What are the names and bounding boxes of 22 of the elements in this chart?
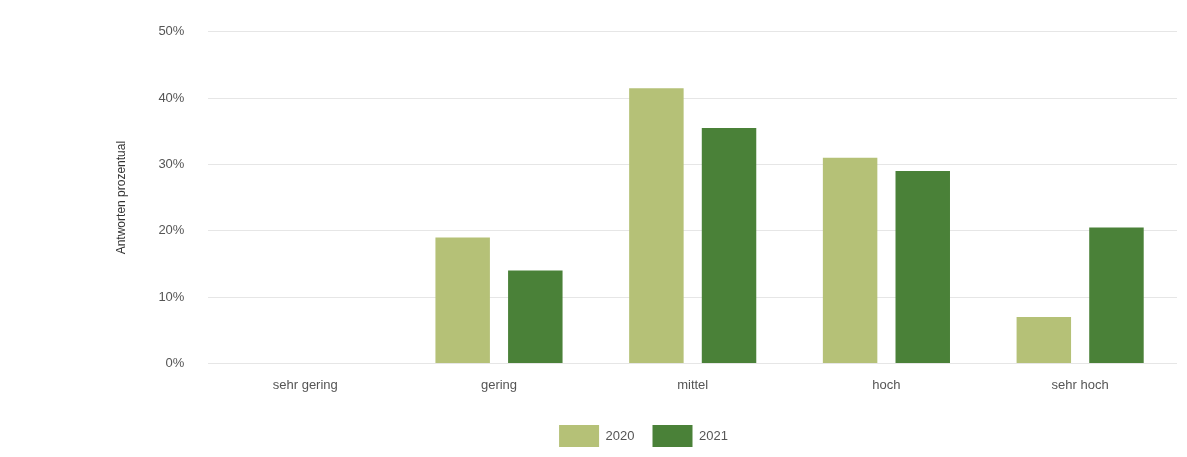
bar [822, 157, 878, 363]
x-tick-label: sehr hoch [1051, 376, 1109, 392]
legend-label: 2020 [605, 427, 635, 443]
bar [629, 88, 684, 363]
y-tick-label: 0% [165, 354, 185, 370]
y-tick-label: 10% [158, 288, 185, 304]
y-tick-label: 40% [158, 89, 185, 105]
legend-label: 2021 [699, 427, 728, 443]
bar [435, 237, 490, 363]
y-tick-label: 50% [158, 23, 185, 39]
bar [508, 270, 563, 363]
x-tick-label: hoch [872, 376, 901, 392]
x-tick-label: gering [480, 376, 518, 392]
bar [1016, 316, 1072, 363]
bar [701, 127, 757, 363]
x-tick-label: mittel [677, 376, 709, 392]
x-tick-label: sehr gering [272, 376, 338, 392]
y-axis-title: Antworten prozentual [113, 140, 128, 255]
y-tick-label: 30% [158, 156, 185, 172]
bar [895, 171, 950, 363]
y-tick-label: 20% [158, 222, 185, 238]
bar [1089, 227, 1144, 363]
